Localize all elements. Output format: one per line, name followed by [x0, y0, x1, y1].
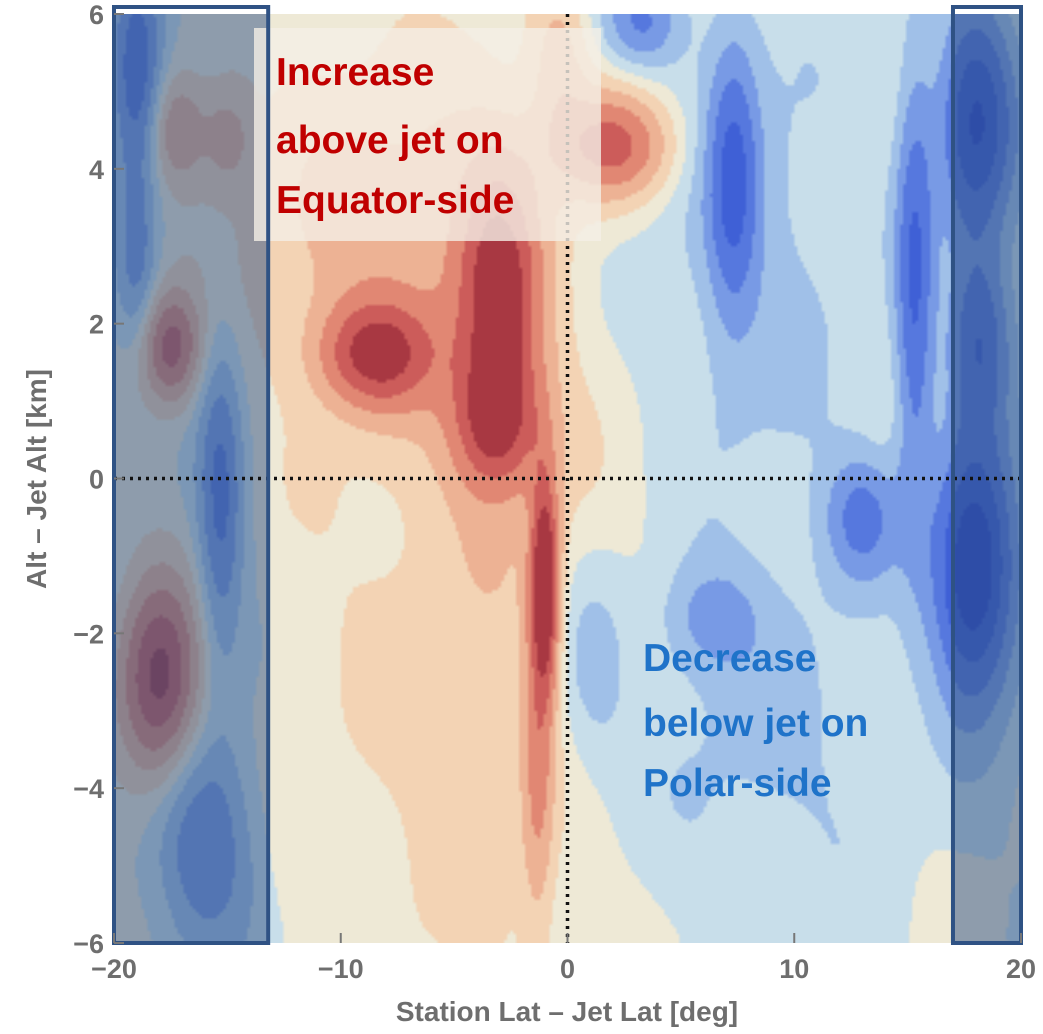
equator-note-line-1: Increase [276, 51, 434, 94]
highlight-band-1 [114, 14, 269, 943]
polar-note-line-3: Polar-side [643, 762, 832, 805]
y-tick-label: 4 [89, 155, 104, 185]
equator-note: Increase above jet on Equator-side [276, 51, 514, 222]
x-tick-label: 0 [560, 954, 575, 984]
highlight-band-frame-1 [112, 5, 271, 945]
y-axis-title: Alt – Jet Alt [km] [21, 369, 52, 589]
y-tick-label: −2 [73, 619, 104, 649]
x-tick-label: −10 [318, 954, 364, 984]
y-axis: −6 −4 −2 0 2 4 6 [73, 0, 124, 959]
y-tick-label: 6 [89, 0, 104, 30]
x-tick-label: −20 [91, 954, 137, 984]
x-axis: −20 −10 0 10 20 [91, 933, 1036, 984]
y-tick-label: 2 [89, 310, 104, 340]
highlight-band-frame-2 [950, 5, 1023, 945]
y-tick-label: −4 [73, 774, 104, 804]
polar-note: Decrease below jet on Polar-side [643, 637, 879, 805]
x-axis-title: Station Lat – Jet Lat [deg] [396, 996, 738, 1027]
y-tick-label: 0 [89, 465, 104, 495]
y-tick-label: −6 [73, 929, 104, 959]
equator-note-box [254, 28, 601, 241]
equator-note-line-3: Equator-side [276, 179, 514, 222]
polar-note-line-1: Decrease [643, 637, 816, 680]
highlight-band-frames [112, 5, 1023, 945]
x-tick-label: 20 [1006, 954, 1036, 984]
equator-note-line-2: above jet on [276, 119, 504, 162]
polar-note-line-2: below jet on [643, 702, 868, 745]
x-tick-label: 10 [779, 954, 809, 984]
